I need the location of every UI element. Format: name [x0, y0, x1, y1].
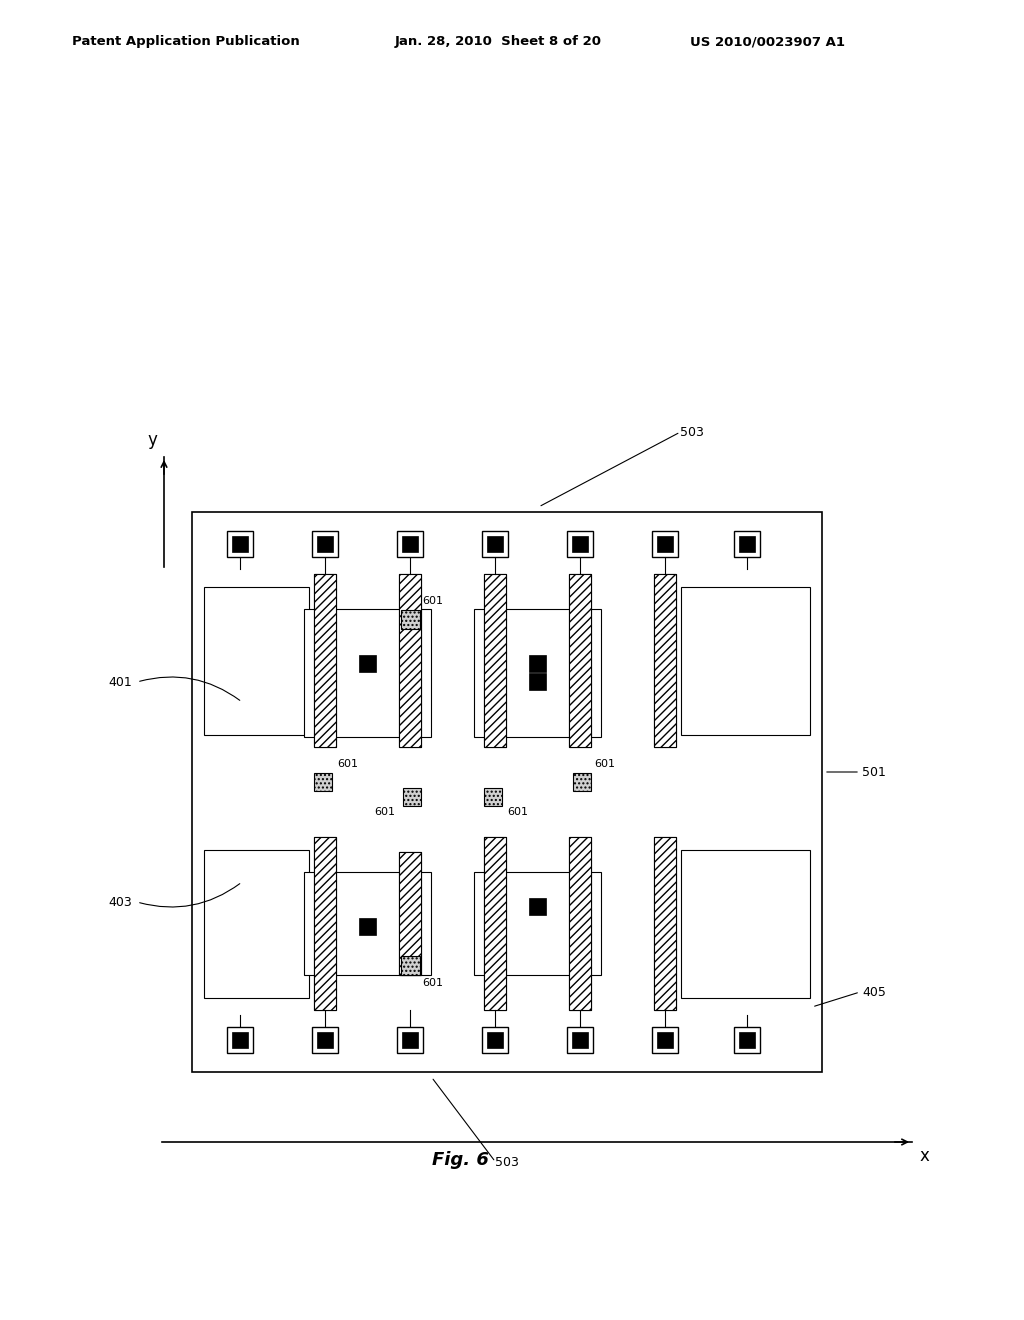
Text: 401: 401	[109, 676, 132, 689]
Bar	[484, 837, 506, 1010]
Bar	[657, 1032, 673, 1048]
Bar	[484, 574, 506, 747]
Bar	[312, 531, 338, 557]
Bar	[654, 837, 676, 1010]
Bar	[567, 1027, 593, 1053]
Bar	[482, 1027, 508, 1053]
Bar	[314, 574, 336, 747]
Text: Jan. 28, 2010  Sheet 8 of 20: Jan. 28, 2010 Sheet 8 of 20	[395, 36, 602, 49]
Bar	[402, 1032, 418, 1048]
Bar	[569, 574, 591, 747]
Bar	[402, 536, 418, 552]
Bar	[232, 1032, 248, 1048]
Bar	[312, 1027, 338, 1053]
Text: 503: 503	[680, 425, 705, 438]
Bar	[484, 788, 502, 807]
Text: 405: 405	[862, 986, 886, 998]
Text: x: x	[920, 1147, 930, 1166]
Bar	[572, 1032, 588, 1048]
Bar	[232, 536, 248, 552]
Bar	[399, 574, 421, 747]
Bar	[528, 673, 546, 690]
Bar	[227, 1027, 253, 1053]
Bar	[734, 531, 760, 557]
Text: Patent Application Publication: Patent Application Publication	[72, 36, 300, 49]
Text: 503: 503	[496, 1155, 519, 1168]
Bar	[652, 1027, 678, 1053]
Bar	[484, 837, 506, 1010]
Bar	[654, 574, 676, 747]
Bar	[314, 774, 332, 791]
Bar	[572, 536, 588, 552]
Bar	[399, 851, 421, 975]
Bar	[569, 574, 591, 747]
Bar	[358, 656, 376, 672]
Bar	[397, 1027, 423, 1053]
Bar	[734, 1027, 760, 1053]
Bar	[400, 956, 420, 974]
Bar	[193, 512, 822, 1072]
Bar	[573, 774, 591, 791]
Bar	[739, 1032, 755, 1048]
Bar	[317, 536, 333, 552]
Bar	[657, 536, 673, 552]
Text: Fig. 6: Fig. 6	[431, 1151, 488, 1170]
Bar	[399, 851, 421, 975]
Bar	[397, 531, 423, 557]
Bar	[304, 873, 431, 975]
Bar	[474, 609, 601, 737]
Bar	[739, 536, 755, 552]
Bar	[317, 1032, 333, 1048]
Text: 601: 601	[422, 978, 443, 987]
Text: US 2010/0023907 A1: US 2010/0023907 A1	[690, 36, 845, 49]
Bar	[528, 898, 546, 915]
Bar	[569, 837, 591, 1010]
Bar	[358, 919, 376, 936]
Bar	[314, 837, 336, 1010]
Bar	[400, 610, 420, 628]
Bar	[681, 850, 810, 998]
Bar	[567, 531, 593, 557]
Text: 403: 403	[109, 895, 132, 908]
Bar	[487, 536, 503, 552]
Bar	[487, 1032, 503, 1048]
Bar	[569, 837, 591, 1010]
Text: 601: 601	[594, 759, 615, 770]
Text: y: y	[147, 432, 157, 449]
Bar	[474, 873, 601, 975]
Bar	[399, 574, 421, 747]
Text: 601: 601	[374, 807, 395, 817]
Bar	[227, 531, 253, 557]
Bar	[204, 850, 309, 998]
Bar	[403, 788, 421, 807]
Text: 601: 601	[337, 759, 358, 770]
Bar	[204, 587, 309, 735]
Bar	[314, 837, 336, 1010]
Bar	[654, 574, 676, 747]
Bar	[304, 609, 431, 737]
Bar	[314, 574, 336, 747]
Bar	[654, 837, 676, 1010]
Bar	[482, 531, 508, 557]
Bar	[681, 587, 810, 735]
Bar	[528, 656, 546, 672]
Text: 601: 601	[507, 807, 528, 817]
Text: 501: 501	[862, 766, 886, 779]
Bar	[652, 531, 678, 557]
Text: 601: 601	[422, 597, 443, 606]
Bar	[484, 574, 506, 747]
